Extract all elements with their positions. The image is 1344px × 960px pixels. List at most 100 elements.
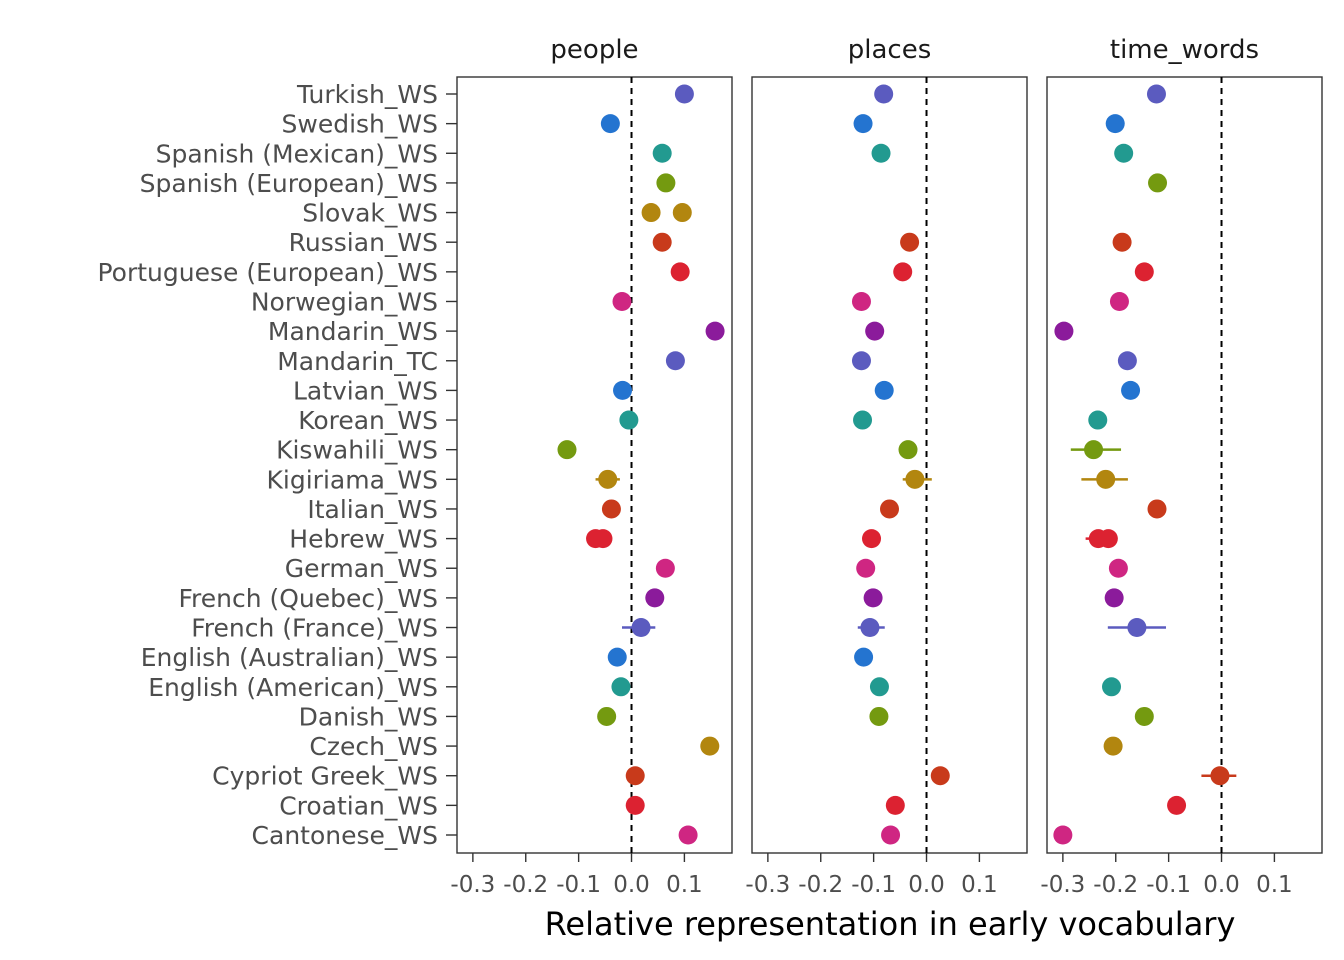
x-tick-label: -0.2 [503,872,548,898]
data-point [705,321,725,341]
data-point [1102,677,1122,697]
data-point [898,440,918,460]
panel-people: people -0.3 -0.2 -0.1 0.0 0.1 [450,35,733,898]
y-tick-label: Spanish (Mexican)_WS [156,139,438,168]
data-point [1112,232,1132,252]
data-point [672,203,692,223]
data-point [611,677,631,697]
data-point [613,380,633,400]
data-point [853,410,873,430]
y-tick-label: Swedish_WS [282,110,438,139]
data-point [1117,351,1137,371]
data-point [656,173,676,193]
x-tick-label: -0.2 [798,872,843,898]
data-point [601,499,621,519]
facet-panels: people -0.3 -0.2 -0.1 0.0 0.1 places -0.3 -0.2 -0… [450,35,1323,898]
data-point [1114,143,1134,163]
x-tick-label: -0.3 [450,872,495,898]
y-tick-label: Cantonese_WS [252,821,438,850]
data-point [645,588,665,608]
data-point [881,825,901,845]
data-point [1088,410,1108,430]
data-point [1096,469,1116,489]
data-point [854,647,874,667]
x-tick-label: 0.1 [666,872,703,898]
data-point [1121,380,1141,400]
x-tick-label: -0.3 [1040,872,1085,898]
data-point [1054,321,1074,341]
data-point [670,262,690,282]
data-point [860,618,880,638]
data-point [665,351,685,371]
y-tick-label: French (France)_WS [191,614,438,643]
y-tick-label: Mandarin_TC [277,347,438,376]
data-point [674,84,694,104]
data-point [874,84,894,104]
data-point [1084,440,1104,460]
data-point [625,766,645,786]
data-point [1098,529,1118,549]
y-tick-label: English (American)_WS [148,673,438,702]
data-point [1108,558,1128,578]
data-point [1146,84,1166,104]
y-tick-label: English (Australian)_WS [141,643,438,672]
y-tick-label: Kiswahili_WS [276,436,438,465]
x-tick-label: -0.1 [556,872,601,898]
data-point [862,529,882,549]
x-tick-label: -0.1 [851,872,896,898]
y-tick-label: Norwegian_WS [251,287,438,316]
x-tick-label: 0.0 [613,872,650,898]
data-point [625,795,645,815]
y-tick-label: Danish_WS [299,702,438,731]
y-tick-label: Latvian_WS [293,376,438,405]
x-tick-label: 0.0 [908,872,945,898]
data-point [655,558,675,578]
data-point [1105,114,1125,134]
data-point [905,469,925,489]
panel-frame [456,76,733,854]
data-point [1127,618,1147,638]
data-point [700,736,720,756]
x-tick-label: 0.1 [961,872,998,898]
data-point [1147,499,1167,519]
data-point [1134,706,1154,726]
data-point [851,291,871,311]
data-point [900,232,920,252]
data-point [1109,291,1129,311]
y-tick-label: Czech_WS [309,732,438,761]
y-tick-label: French (Quebec)_WS [178,584,438,613]
y-tick-label: Slovak_WS [302,199,438,228]
data-point [893,262,913,282]
data-point [853,114,873,134]
data-point [597,706,617,726]
data-point [652,232,672,252]
panel-title: time_words [1110,35,1259,65]
panel-title: people [550,35,638,65]
y-tick-label: Cypriot Greek_WS [212,762,438,791]
panel-places: places -0.3 -0.2 -0.1 0.0 0.1 [745,35,1028,898]
data-point [598,469,618,489]
data-point [1104,588,1124,608]
data-point [865,321,885,341]
data-point [1210,766,1230,786]
y-tick-label: German_WS [285,554,438,583]
data-point [1103,736,1123,756]
y-tick-label: Korean_WS [298,406,438,435]
x-tick-label: -0.2 [1093,872,1138,898]
panel-frame [1046,76,1323,854]
data-point [607,647,627,667]
data-point [641,203,661,223]
y-tick-label: Russian_WS [289,228,438,257]
data-point [880,499,899,519]
x-tick-label: 0.0 [1203,872,1240,898]
y-tick-label: Croatian_WS [279,791,438,820]
y-tick-label: Portuguese (European)_WS [97,258,438,287]
data-point [874,380,894,400]
panel-title: places [848,35,932,65]
data-point [869,706,889,726]
data-point [851,351,871,371]
panel-frame [751,76,1028,854]
